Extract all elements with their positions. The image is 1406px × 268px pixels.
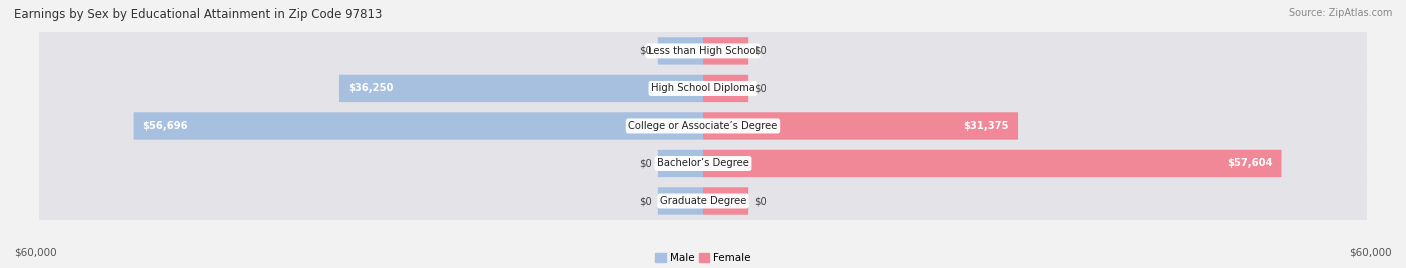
FancyBboxPatch shape [39, 142, 1367, 185]
FancyBboxPatch shape [339, 75, 703, 102]
Text: $0: $0 [640, 196, 652, 206]
FancyBboxPatch shape [658, 150, 703, 177]
Legend: Male, Female: Male, Female [651, 249, 755, 267]
Text: $56,696: $56,696 [142, 121, 188, 131]
Text: $0: $0 [640, 158, 652, 169]
Text: $0: $0 [640, 46, 652, 56]
FancyBboxPatch shape [703, 150, 1281, 177]
Text: $60,000: $60,000 [14, 247, 56, 257]
FancyBboxPatch shape [703, 37, 748, 65]
FancyBboxPatch shape [39, 30, 1367, 72]
Text: $31,375: $31,375 [963, 121, 1010, 131]
Text: $57,604: $57,604 [1227, 158, 1272, 169]
Text: $60,000: $60,000 [1350, 247, 1392, 257]
FancyBboxPatch shape [703, 112, 1018, 140]
FancyBboxPatch shape [39, 67, 1367, 110]
Text: $0: $0 [754, 83, 766, 94]
Text: Graduate Degree: Graduate Degree [659, 196, 747, 206]
Text: College or Associate’s Degree: College or Associate’s Degree [628, 121, 778, 131]
Text: Earnings by Sex by Educational Attainment in Zip Code 97813: Earnings by Sex by Educational Attainmen… [14, 8, 382, 21]
FancyBboxPatch shape [703, 75, 748, 102]
FancyBboxPatch shape [658, 37, 703, 65]
Text: $36,250: $36,250 [347, 83, 394, 94]
FancyBboxPatch shape [658, 187, 703, 215]
FancyBboxPatch shape [134, 112, 703, 140]
FancyBboxPatch shape [703, 187, 748, 215]
Text: $0: $0 [754, 46, 766, 56]
Text: High School Diploma: High School Diploma [651, 83, 755, 94]
Text: $0: $0 [754, 196, 766, 206]
Text: Bachelor’s Degree: Bachelor’s Degree [657, 158, 749, 169]
FancyBboxPatch shape [39, 180, 1367, 222]
Text: Less than High School: Less than High School [648, 46, 758, 56]
Text: Source: ZipAtlas.com: Source: ZipAtlas.com [1288, 8, 1392, 18]
FancyBboxPatch shape [39, 105, 1367, 147]
